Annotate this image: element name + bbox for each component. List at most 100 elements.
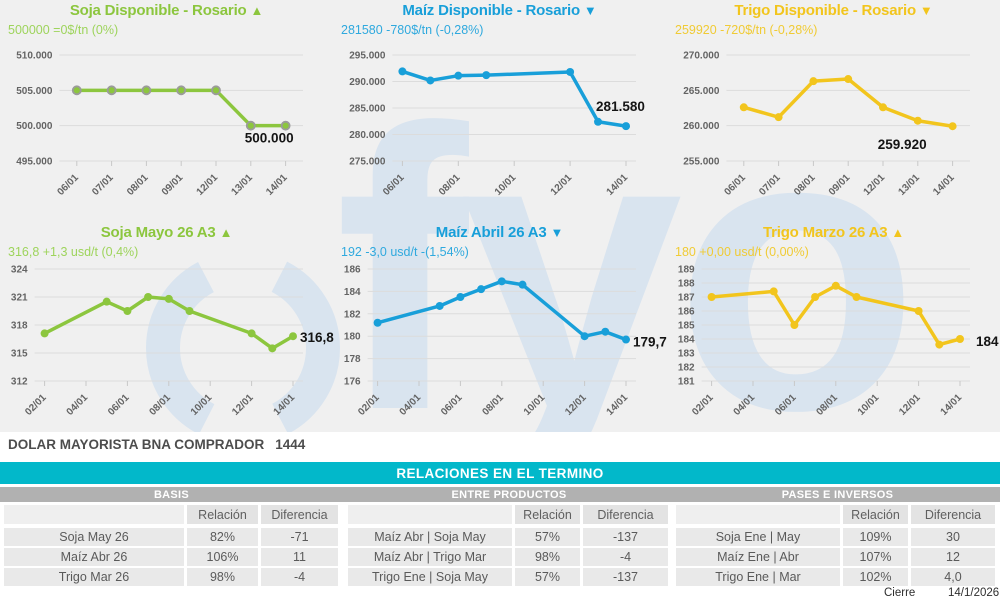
col-header-relacion: Relación: [843, 505, 908, 524]
col-header-relacion: Relación: [515, 505, 580, 524]
svg-text:10/01: 10/01: [522, 392, 548, 418]
chart-subtitle: 316,8 +1,3 usd/t (0,4%): [8, 245, 139, 259]
row-relacion: 102%: [843, 568, 908, 586]
svg-text:295.000: 295.000: [349, 51, 386, 62]
row-label: Maíz Abr | Soja May: [348, 528, 512, 546]
row-label: Soja May 26: [4, 528, 184, 546]
chart-trigo-marzo: Trigo Marzo 26 A3 ▲ 180 +0,00 usd/t (0,00…: [667, 222, 1000, 440]
chart-subtitle: 259920 -720$/tn (-0,28%): [675, 23, 818, 37]
svg-text:14/01: 14/01: [272, 392, 298, 418]
row-label: Maíz Abr | Trigo Mar: [348, 548, 512, 566]
row-diferencia: -4: [583, 548, 668, 566]
svg-text:14/01: 14/01: [605, 172, 631, 198]
trigo-marzo-plot: 181 182 183 184 185 186 187 188 189 02/01 04/01 06/…: [678, 265, 999, 418]
svg-text:02/01: 02/01: [23, 392, 49, 418]
svg-text:318: 318: [11, 321, 28, 332]
svg-text:06/01: 06/01: [722, 172, 748, 198]
maiz-disponible-plot: 275.000 280.000 285.000 290.000 295.000 06/01…: [349, 51, 645, 198]
row-label: Trigo Mar 26: [4, 568, 184, 586]
trend-up-icon: ▲: [219, 225, 233, 240]
dolar-value: 1444: [275, 437, 306, 452]
svg-text:12/01: 12/01: [195, 172, 221, 198]
svg-text:13/01: 13/01: [229, 172, 255, 198]
row-relacion: 57%: [515, 528, 580, 546]
trend-up-icon: ▲: [250, 3, 264, 18]
relations-panel: DOLAR MAYORISTA BNA COMPRADOR 1444 RELAC…: [0, 432, 1000, 604]
svg-text:04/01: 04/01: [732, 392, 758, 418]
col-header-diferencia: Diferencia: [911, 505, 995, 524]
svg-text:316,8: 316,8: [300, 330, 334, 345]
svg-text:290.000: 290.000: [349, 77, 386, 88]
row-label: Maíz Ene | Abr: [676, 548, 840, 566]
row-diferencia: -137: [583, 528, 668, 546]
chart-subtitle: 180 +0,00 usd/t (0,00%): [675, 245, 809, 259]
chart-subtitle: 500000 =0$/tn (0%): [8, 23, 119, 37]
row-diferencia: 12: [911, 548, 995, 566]
svg-text:260.000: 260.000: [683, 121, 720, 132]
svg-text:10/01: 10/01: [856, 392, 882, 418]
svg-text:259.920: 259.920: [878, 137, 927, 152]
svg-text:08/01: 08/01: [814, 392, 840, 418]
svg-text:02/01: 02/01: [690, 392, 716, 418]
chart-trigo-disponible: Trigo Disponible - Rosario ▼ 259920 -720$…: [667, 0, 1000, 218]
cierre-date: 14/1/2026: [948, 587, 1000, 599]
col-header-diferencia: Diferencia: [583, 505, 668, 524]
svg-text:14/01: 14/01: [605, 392, 631, 418]
svg-text:510.000: 510.000: [16, 51, 53, 62]
svg-text:285.000: 285.000: [349, 104, 386, 115]
row-diferencia: 30: [911, 528, 995, 546]
row-diferencia: -137: [583, 568, 668, 586]
section-header-basis: BASIS: [153, 488, 190, 501]
fyo-logo-ring: [146, 251, 340, 445]
row-relacion: 98%: [187, 568, 258, 586]
svg-text:14/01: 14/01: [939, 392, 965, 418]
svg-text:188: 188: [678, 279, 695, 290]
svg-text:08/01: 08/01: [147, 392, 173, 418]
row-relacion: 98%: [515, 548, 580, 566]
svg-text:189: 189: [678, 265, 695, 276]
row-relacion: 106%: [187, 548, 258, 566]
svg-text:04/01: 04/01: [65, 392, 91, 418]
svg-text:187: 187: [678, 293, 695, 304]
svg-text:06/01: 06/01: [106, 392, 132, 418]
row-relacion: 109%: [843, 528, 908, 546]
chart-subtitle: 281580 -780$/tn (-0,28%): [341, 23, 484, 37]
svg-text:186: 186: [678, 307, 695, 318]
svg-text:185: 185: [678, 321, 695, 332]
svg-text:181: 181: [678, 377, 695, 388]
chart-title: Maíz Disponible - Rosario ▼: [402, 2, 597, 19]
row-label: Trigo Ene | Mar: [676, 568, 840, 586]
svg-text:324: 324: [11, 265, 28, 276]
svg-text:184: 184: [976, 334, 999, 349]
chart-soja-mayo: Soja Mayo 26 A3 ▲ 316,8 +1,3 usd/t (0,4%)…: [0, 222, 334, 440]
svg-text:08/01: 08/01: [437, 172, 463, 198]
row-relacion: 107%: [843, 548, 908, 566]
trend-up-icon: ▲: [891, 225, 905, 240]
trend-down-icon: ▼: [583, 3, 597, 18]
svg-text:186: 186: [344, 265, 361, 276]
section-header-entre-productos: ENTRE PRODUCTOS: [451, 488, 567, 501]
trend-down-icon: ▼: [550, 225, 564, 240]
col-header-diferencia: Diferencia: [261, 505, 338, 524]
svg-text:182: 182: [344, 309, 361, 320]
svg-text:182: 182: [678, 363, 695, 374]
svg-text:12/01: 12/01: [230, 392, 256, 418]
svg-text:12/01: 12/01: [897, 392, 923, 418]
chart-title: Soja Mayo 26 A3 ▲: [100, 224, 233, 241]
svg-text:178: 178: [344, 354, 361, 365]
svg-text:265.000: 265.000: [683, 86, 720, 97]
svg-text:312: 312: [11, 377, 28, 388]
svg-text:315: 315: [11, 349, 28, 360]
header-spacer: [676, 505, 840, 524]
svg-text:08/01: 08/01: [480, 392, 506, 418]
svg-text:12/01: 12/01: [862, 172, 888, 198]
svg-text:255.000: 255.000: [683, 157, 720, 168]
svg-text:02/01: 02/01: [356, 392, 382, 418]
svg-text:505.000: 505.000: [16, 86, 53, 97]
row-diferencia: -71: [261, 528, 338, 546]
svg-text:183: 183: [678, 349, 695, 360]
svg-text:08/01: 08/01: [125, 172, 151, 198]
svg-text:270.000: 270.000: [683, 51, 720, 62]
svg-text:12/01: 12/01: [549, 172, 575, 198]
